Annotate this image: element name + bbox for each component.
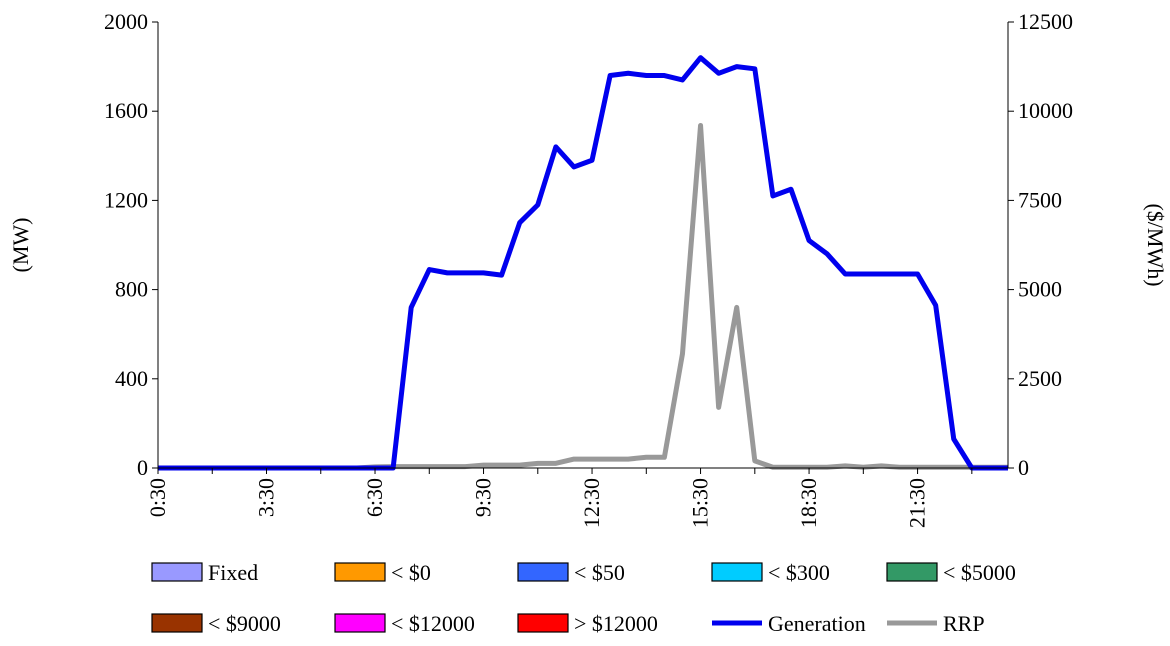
x-tick-label: 6:30 bbox=[362, 478, 387, 517]
left-tick-label: 1600 bbox=[104, 98, 148, 123]
legend-swatch bbox=[151, 613, 203, 633]
legend-label: < $0 bbox=[391, 560, 431, 585]
legend-label: < $300 bbox=[768, 560, 830, 585]
legend-swatch bbox=[334, 613, 386, 633]
left-tick-label: 800 bbox=[115, 277, 148, 302]
left-tick-label: 0 bbox=[137, 455, 148, 480]
legend: Fixed < $0 < $50 < $300 < $5000 < $9000 < $120… bbox=[151, 560, 1016, 636]
legend-swatch bbox=[151, 562, 203, 582]
left-tick-label: 1200 bbox=[104, 187, 148, 212]
y-axis-left-title: (MW) bbox=[8, 218, 33, 273]
right-tick-label: 7500 bbox=[1018, 187, 1062, 212]
legend-swatch bbox=[517, 562, 569, 582]
legend-label: < $50 bbox=[574, 560, 625, 585]
x-tick-label: 21:30 bbox=[905, 478, 930, 528]
x-tick-label: 9:30 bbox=[471, 478, 496, 517]
y-axis-right-title: ($/MWh) bbox=[1143, 203, 1168, 286]
x-tick-label: 3:30 bbox=[254, 478, 279, 517]
legend-label: > $12000 bbox=[574, 611, 658, 636]
right-tick-label: 5000 bbox=[1018, 277, 1062, 302]
right-tick-label: 12500 bbox=[1018, 9, 1073, 34]
x-tick-label: 0:30 bbox=[145, 478, 170, 517]
legend-swatch bbox=[886, 562, 938, 582]
legend-swatch bbox=[334, 562, 386, 582]
legend-swatch bbox=[711, 562, 763, 582]
right-tick-label: 10000 bbox=[1018, 98, 1073, 123]
plot-area bbox=[157, 55, 1009, 471]
line-series-rrp bbox=[158, 122, 1008, 471]
x-tick-label: 12:30 bbox=[579, 478, 604, 528]
legend-label: Generation bbox=[768, 611, 866, 636]
axes: 0 400 800 1200 1600 2000 0 2500 5000 7500 10000 125… bbox=[8, 9, 1168, 528]
legend-label: < $5000 bbox=[943, 560, 1016, 585]
legend-label: < $9000 bbox=[208, 611, 281, 636]
legend-label: RRP bbox=[943, 611, 985, 636]
left-tick-label: 400 bbox=[115, 366, 148, 391]
right-tick-label: 2500 bbox=[1018, 366, 1062, 391]
legend-swatch bbox=[517, 613, 569, 633]
legend-label: < $12000 bbox=[391, 611, 475, 636]
x-tick-label: 15:30 bbox=[688, 478, 713, 528]
x-tick-label: 18:30 bbox=[796, 478, 821, 528]
right-tick-label: 0 bbox=[1018, 455, 1029, 480]
left-tick-label: 2000 bbox=[104, 9, 148, 34]
legend-label: Fixed bbox=[208, 560, 258, 585]
line-series-generation bbox=[158, 55, 1008, 471]
